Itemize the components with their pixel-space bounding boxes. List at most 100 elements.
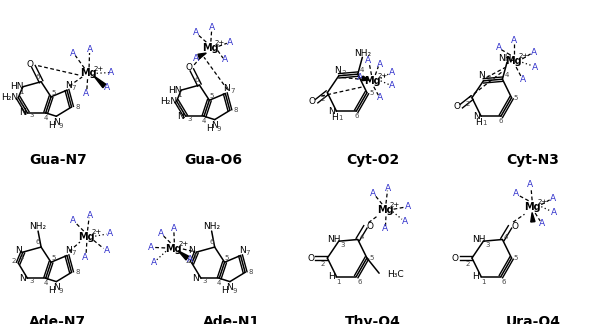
Text: A: A [549, 194, 556, 203]
Text: 9: 9 [232, 288, 237, 294]
Text: A: A [150, 258, 157, 267]
Text: A: A [107, 229, 113, 238]
Text: A: A [511, 36, 517, 45]
Text: A: A [147, 243, 154, 251]
Text: 5: 5 [369, 255, 374, 261]
Text: 2+: 2+ [93, 65, 104, 72]
Text: 7: 7 [72, 85, 76, 91]
Text: 2: 2 [465, 101, 470, 108]
Text: NH₂: NH₂ [498, 54, 516, 63]
Text: A: A [193, 54, 200, 63]
Text: 3: 3 [29, 278, 33, 284]
Text: A: A [385, 184, 392, 192]
Text: N: N [328, 107, 336, 116]
Text: A: A [539, 219, 545, 228]
Text: Mg: Mg [79, 232, 95, 242]
Text: H: H [221, 286, 228, 295]
Text: O: O [453, 102, 460, 110]
Text: A: A [513, 189, 519, 198]
Text: Mg: Mg [364, 76, 381, 86]
Text: 2+: 2+ [538, 199, 548, 205]
Text: 6: 6 [502, 279, 506, 284]
Text: 5: 5 [51, 90, 55, 96]
Text: A: A [186, 255, 192, 264]
Text: N: N [15, 246, 22, 255]
Text: N: N [19, 274, 26, 283]
Text: N: N [188, 246, 195, 255]
Text: N: N [53, 118, 60, 127]
Text: N: N [227, 283, 233, 292]
Text: A: A [70, 216, 76, 225]
Text: 2+: 2+ [377, 73, 387, 79]
Text: H: H [473, 272, 479, 281]
Text: N: N [19, 109, 26, 117]
Text: 4: 4 [202, 118, 206, 124]
Text: 6: 6 [354, 113, 359, 119]
Text: 5: 5 [369, 90, 374, 96]
Text: A: A [70, 49, 76, 58]
Text: A: A [520, 75, 526, 84]
Text: 3: 3 [340, 242, 345, 248]
Text: 4: 4 [505, 72, 509, 78]
Text: 1: 1 [338, 115, 342, 121]
Text: A: A [389, 81, 395, 90]
Text: A: A [86, 45, 93, 54]
Text: 5: 5 [51, 255, 55, 261]
Text: 4: 4 [43, 115, 48, 121]
Text: A: A [108, 68, 114, 77]
Text: A: A [83, 89, 89, 98]
Text: Cyt-N3: Cyt-N3 [507, 153, 559, 167]
Text: A: A [389, 68, 395, 77]
Text: N: N [479, 71, 485, 80]
Text: NH: NH [328, 235, 341, 244]
Text: 5: 5 [514, 95, 518, 101]
Text: A: A [377, 93, 383, 102]
Text: 7: 7 [230, 88, 234, 94]
Text: H: H [476, 119, 482, 127]
Text: Mg: Mg [80, 68, 97, 78]
Text: 9: 9 [58, 288, 63, 294]
Text: A: A [86, 211, 93, 220]
Text: 4: 4 [360, 67, 365, 73]
Text: 2+: 2+ [390, 202, 400, 208]
Text: A: A [402, 217, 408, 226]
Text: 1: 1 [481, 279, 485, 284]
Text: 6: 6 [357, 279, 362, 284]
Text: 2: 2 [12, 258, 16, 263]
Text: 5: 5 [209, 93, 214, 99]
Text: Gua-O6: Gua-O6 [184, 153, 242, 167]
Text: H₃C: H₃C [387, 271, 403, 279]
Text: 8: 8 [234, 107, 238, 113]
Text: 2: 2 [320, 97, 325, 102]
Text: H: H [331, 113, 337, 122]
Text: Gua-N7: Gua-N7 [29, 153, 86, 167]
Text: A: A [222, 55, 228, 64]
Text: N: N [177, 112, 184, 121]
Text: 6: 6 [499, 118, 503, 124]
Text: H: H [328, 272, 334, 281]
Text: A: A [377, 60, 383, 68]
Text: A: A [532, 63, 538, 72]
Text: Mg: Mg [165, 244, 182, 254]
Text: 2+: 2+ [178, 241, 189, 247]
Text: A: A [527, 180, 533, 189]
Text: H: H [48, 121, 54, 130]
Text: 3: 3 [203, 278, 207, 284]
Text: 2: 2 [320, 261, 325, 267]
Text: N: N [211, 121, 218, 130]
Text: A: A [496, 43, 502, 52]
Text: 3: 3 [485, 242, 490, 248]
Text: 2+: 2+ [519, 53, 529, 59]
Polygon shape [94, 76, 106, 88]
Text: N: N [473, 112, 480, 121]
Text: A: A [382, 224, 389, 233]
Text: N: N [334, 66, 340, 75]
Text: N: N [53, 283, 60, 292]
Text: A: A [551, 208, 557, 217]
Polygon shape [198, 53, 206, 59]
Text: HN: HN [168, 86, 182, 95]
Text: NH₂: NH₂ [354, 49, 371, 58]
Text: HN: HN [10, 82, 24, 91]
Text: 4: 4 [504, 234, 509, 240]
Text: A: A [530, 48, 537, 57]
